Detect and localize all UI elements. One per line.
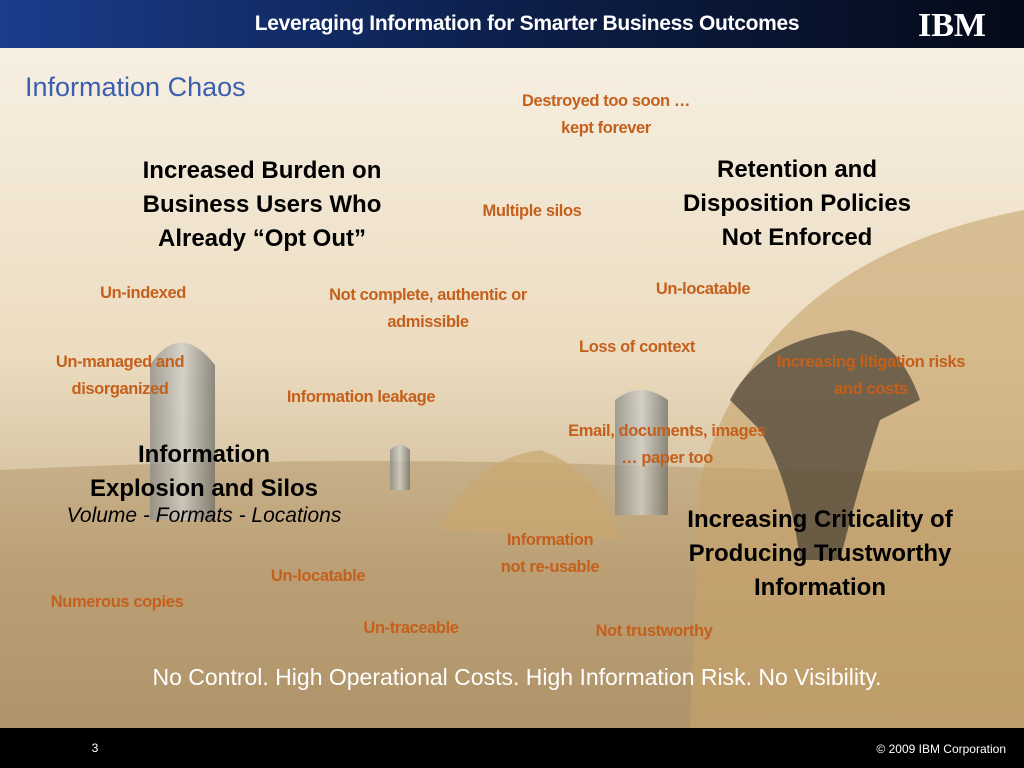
- heading-line: Already “Opt Out”: [158, 225, 366, 252]
- issue-label: Destroyed too soon …: [522, 92, 690, 110]
- issue-label: Un-locatable: [271, 567, 365, 585]
- footer-bar: [0, 728, 1024, 768]
- header-title: Leveraging Information for Smarter Busin…: [255, 12, 800, 35]
- silo: [150, 342, 215, 520]
- issue-label: Email, documents, images: [568, 422, 766, 440]
- issue-label: Information: [507, 531, 594, 549]
- page-number: 3: [92, 741, 99, 755]
- man-silhouette: [730, 330, 920, 560]
- haystack: [440, 450, 620, 540]
- issue-label: Un-managed and: [56, 353, 184, 371]
- issue-label: Numerous copies: [51, 593, 184, 611]
- issue-label: Un-locatable: [656, 280, 750, 298]
- issue-label: Information leakage: [287, 388, 435, 406]
- issue-label: not re-usable: [501, 558, 600, 576]
- silo: [390, 445, 410, 490]
- heading-line: Disposition Policies: [683, 190, 911, 217]
- slide-title: Information Chaos: [25, 72, 246, 102]
- issue-label: Un-indexed: [100, 284, 186, 302]
- copyright: © 2009 IBM Corporation: [876, 742, 1006, 756]
- issue-label: Multiple silos: [483, 202, 582, 220]
- heading-line: Increasing Criticality of: [687, 506, 953, 533]
- heading-subtitle: Volume - Formats - Locations: [67, 504, 342, 527]
- heading-line: Information: [754, 574, 886, 601]
- heading-line: Retention and: [717, 156, 877, 183]
- header-bar: [0, 0, 1024, 48]
- issue-label: kept forever: [561, 119, 652, 137]
- issue-label: Loss of context: [579, 338, 696, 356]
- heading-line: Increased Burden on: [143, 157, 382, 184]
- issue-label: … paper too: [621, 449, 713, 467]
- heading-line: Business Users Who: [143, 191, 382, 218]
- issue-label: Un-traceable: [363, 619, 458, 637]
- heading-line: Explosion and Silos: [90, 475, 318, 502]
- logo: IBM: [918, 7, 986, 44]
- issue-label: Not trustworthy: [596, 622, 714, 640]
- heading-line: Not Enforced: [722, 224, 873, 251]
- issue-label: admissible: [387, 313, 469, 331]
- heading-line: Producing Trustworthy: [689, 540, 952, 567]
- issue-label: Increasing litigation risks: [777, 353, 965, 371]
- summary: No Control. High Operational Costs. High…: [152, 664, 881, 690]
- issue-label: and costs: [834, 380, 908, 398]
- issue-label: disorganized: [72, 380, 169, 398]
- silo: [615, 390, 668, 515]
- issue-label: Not complete, authentic or: [329, 286, 528, 304]
- heading-line: Information: [138, 441, 270, 468]
